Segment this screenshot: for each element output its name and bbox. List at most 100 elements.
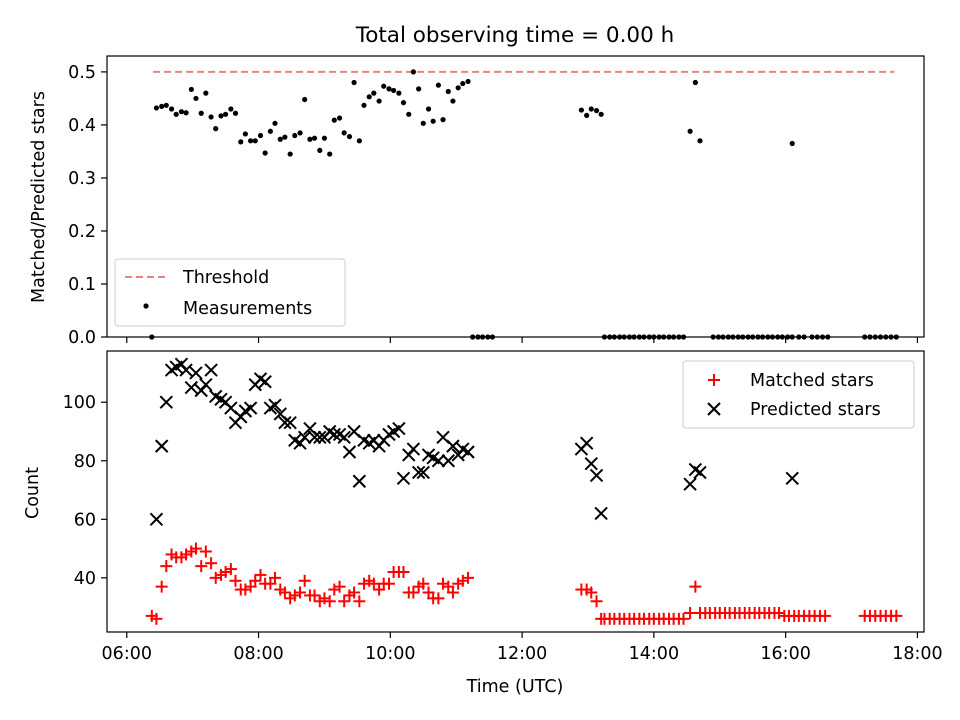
predicted-stars-point xyxy=(337,430,351,445)
measurement-point xyxy=(267,128,273,134)
matched-stars-point xyxy=(205,557,218,570)
measurement-point xyxy=(287,151,293,157)
top-y-tick-label: 0.1 xyxy=(68,275,96,295)
matched-stars-point xyxy=(298,574,311,587)
measurement-point xyxy=(257,132,264,139)
bottom-y-axis-label: Count xyxy=(23,467,43,519)
bottom-axes-frame xyxy=(106,350,925,633)
measurement-point xyxy=(406,111,412,117)
measurement-point xyxy=(193,95,199,102)
matched-stars-point xyxy=(446,586,459,599)
top-y-axis-label: Matched/Predicted stars xyxy=(29,91,49,303)
matched-stars-point xyxy=(437,577,450,590)
legend-matched-label: Matched stars xyxy=(750,371,874,391)
predicted-stars-point xyxy=(589,468,604,483)
measurement-point xyxy=(159,103,165,109)
measurement-point xyxy=(188,86,194,93)
matched-stars-point xyxy=(195,560,208,573)
bottom-y-tick-label: 60 xyxy=(74,510,96,530)
predicted-stars-point xyxy=(149,512,164,527)
predicted-stars-point xyxy=(327,427,342,442)
measurement-point xyxy=(242,131,248,137)
matched-stars-point xyxy=(278,586,291,599)
matched-stars-point xyxy=(397,565,410,578)
top-y-tick-label: 0.5 xyxy=(68,63,96,83)
matched-stars-point xyxy=(254,568,267,581)
measurement-point xyxy=(331,117,337,123)
predicted-stars-point xyxy=(431,454,446,468)
measurement-point xyxy=(228,106,234,112)
predicted-stars-point xyxy=(416,465,430,480)
measurement-point xyxy=(598,111,604,117)
bottom-y-tick-label: 80 xyxy=(74,452,96,472)
bottom-legend-frame xyxy=(682,360,915,429)
measurement-point xyxy=(410,69,416,75)
measurement-point xyxy=(307,136,313,142)
measurement-point xyxy=(277,136,283,142)
measurement-point xyxy=(178,109,185,115)
predicted-stars-point xyxy=(199,377,213,392)
predicted-stars-point xyxy=(179,363,193,377)
predicted-stars-point xyxy=(307,430,322,445)
measurement-point xyxy=(440,117,446,123)
matched-stars-point xyxy=(819,609,832,622)
measurement-point xyxy=(252,138,258,144)
matched-stars-point xyxy=(269,571,282,584)
measurement-point xyxy=(173,111,179,117)
matched-stars-point xyxy=(590,595,603,608)
measurement-point xyxy=(341,130,347,136)
bottom-x-tick-label: 12:00 xyxy=(497,644,547,664)
matched-stars-point xyxy=(288,589,301,602)
measurement-point xyxy=(425,106,432,112)
matched-stars-point xyxy=(353,595,366,608)
predicted-stars-point xyxy=(184,380,199,395)
measurement-point xyxy=(311,135,318,141)
bottom-y-axis: 40 60 80 100 xyxy=(63,393,107,589)
measurement-point xyxy=(238,139,244,145)
predicted-stars-point xyxy=(461,445,475,459)
measurement-point xyxy=(366,94,372,100)
measurement-point xyxy=(687,128,693,134)
measurement-point xyxy=(584,112,590,118)
measurement-point xyxy=(789,140,795,147)
measurement-point xyxy=(222,111,229,117)
measurement-point xyxy=(455,85,461,91)
predicted-stars-point xyxy=(154,439,169,453)
predicted-stars-point xyxy=(683,477,697,491)
measurement-point xyxy=(346,133,353,140)
legend-matched-swatch xyxy=(708,374,720,386)
predicted-stars-point xyxy=(268,398,282,412)
measurement-point xyxy=(371,90,377,96)
matched-stars-point xyxy=(323,595,336,608)
legend-measurements-label: Measurements xyxy=(183,299,312,319)
predicted-stars-point xyxy=(446,439,460,453)
measurement-point xyxy=(327,151,333,157)
top-x-axis xyxy=(126,337,919,343)
measurement-point xyxy=(282,134,288,140)
bottom-y-tick-label: 40 xyxy=(74,569,96,589)
chart-title: Total observing time = 0.00 h xyxy=(355,23,675,48)
bottom-x-tick-label: 06:00 xyxy=(102,644,152,664)
predicted-stars-point xyxy=(406,442,421,456)
bottom-legend: Matched stars Predicted stars xyxy=(682,360,915,429)
predicted-stars-point xyxy=(283,416,297,430)
matched-stars-point xyxy=(318,592,331,605)
matched-stars-point xyxy=(456,574,469,587)
measurement-point xyxy=(578,107,584,113)
predicted-stars-point xyxy=(159,395,174,409)
predicted-stars-point xyxy=(204,363,218,377)
matched-stars-point xyxy=(773,606,786,619)
predicted-stars-point xyxy=(693,465,707,480)
legend-predicted-label: Predicted stars xyxy=(750,400,881,420)
measurement-point xyxy=(213,126,219,132)
measurement-point xyxy=(302,96,308,103)
top-y-tick-label: 0.2 xyxy=(68,222,96,242)
measurement-point xyxy=(336,115,343,121)
measurement-point xyxy=(400,100,407,106)
matched-stars-point xyxy=(224,563,237,576)
predicted-stars-point xyxy=(441,454,456,468)
matched-stars-point xyxy=(199,545,212,558)
matched-stars-point xyxy=(229,574,242,587)
matched-stars-point xyxy=(333,580,346,593)
measurement-point xyxy=(203,90,209,96)
